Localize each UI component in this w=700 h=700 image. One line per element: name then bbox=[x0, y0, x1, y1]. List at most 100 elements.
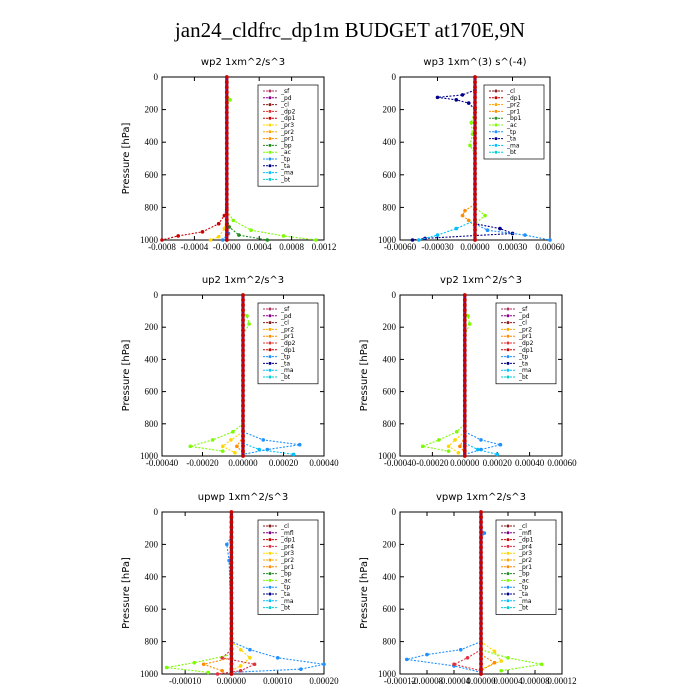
legend-label: _dp1 bbox=[518, 347, 534, 354]
legend-marker bbox=[268, 544, 272, 548]
legend-marker bbox=[506, 531, 510, 535]
x-tick-label: 0.00060 bbox=[535, 242, 565, 252]
zero-profile-marker bbox=[462, 454, 467, 458]
zero-profile-marker bbox=[479, 646, 483, 651]
series-point bbox=[463, 208, 467, 213]
legend-marker bbox=[506, 592, 510, 596]
x-tick-label: -0.00040 bbox=[146, 458, 179, 468]
legend-label: _bt bbox=[280, 605, 291, 612]
legend-label: _pr3 bbox=[518, 550, 532, 557]
zero-profile-marker bbox=[224, 156, 229, 161]
series-point bbox=[275, 656, 280, 660]
legend-marker bbox=[268, 361, 272, 365]
y-tick-label: 0 bbox=[392, 290, 397, 300]
series-line bbox=[480, 654, 496, 672]
zero-profile-marker bbox=[462, 413, 467, 418]
zero-profile-marker bbox=[479, 661, 483, 666]
x-tick-label: -0.00020 bbox=[416, 458, 449, 468]
series-line bbox=[461, 203, 476, 228]
zero-profile-marker bbox=[473, 227, 477, 232]
zero-profile-marker bbox=[462, 358, 467, 363]
legend-label: _pr3 bbox=[280, 122, 294, 129]
legend-marker bbox=[268, 96, 272, 100]
series-point bbox=[238, 647, 243, 652]
zero-profile-marker bbox=[229, 646, 234, 651]
legend-marker bbox=[268, 123, 272, 127]
legend-label: _bt bbox=[518, 605, 529, 612]
x-tick-label: 0.00000 bbox=[460, 242, 490, 252]
legend-marker bbox=[506, 361, 510, 365]
legend-label: _bp bbox=[280, 142, 292, 149]
zero-profile-marker bbox=[479, 636, 483, 641]
zero-profile-marker bbox=[229, 641, 234, 646]
zero-profile-marker bbox=[241, 423, 245, 428]
legend-label: _pd bbox=[280, 95, 292, 102]
series-point bbox=[188, 444, 193, 449]
legend-label: _bt bbox=[506, 149, 517, 156]
series-point bbox=[492, 649, 497, 654]
zero-profile-marker bbox=[479, 641, 483, 646]
series-line bbox=[420, 310, 471, 452]
series-point bbox=[220, 668, 224, 673]
zero-profile-marker bbox=[224, 233, 229, 237]
legend-marker bbox=[268, 524, 272, 528]
zero-profile-marker bbox=[229, 591, 234, 595]
legend-label: _dp2 bbox=[280, 108, 296, 115]
zero-profile-marker bbox=[224, 202, 229, 207]
series-point bbox=[208, 238, 213, 242]
series-point bbox=[482, 531, 487, 535]
series-point bbox=[245, 314, 249, 318]
y-tick-label: 800 bbox=[383, 202, 397, 212]
zero-profile-marker bbox=[229, 626, 234, 631]
legend-label: _pd bbox=[518, 313, 530, 320]
legend-label: _dp1 bbox=[280, 347, 296, 354]
zero-profile-marker bbox=[224, 136, 229, 141]
legend-label: _pr2 bbox=[280, 129, 294, 136]
series-point bbox=[485, 228, 490, 233]
x-tick-label: 0.00020 bbox=[269, 458, 299, 468]
legend-label: _pr4 bbox=[280, 543, 294, 550]
zero-profile-marker bbox=[462, 378, 467, 383]
legend-label: _pr1 bbox=[518, 333, 532, 340]
zero-profile-marker bbox=[462, 338, 467, 343]
zero-profile-marker bbox=[473, 115, 477, 120]
series-line bbox=[226, 215, 268, 241]
zero-profile-marker bbox=[473, 233, 477, 237]
legend-marker bbox=[268, 321, 272, 325]
legend-label: _pr4 bbox=[518, 543, 532, 550]
legend-marker bbox=[494, 123, 498, 127]
panel-title: vpwp 1xm^2/s^3 bbox=[436, 492, 526, 503]
zero-profile-marker bbox=[229, 520, 234, 525]
legend-label: _sf bbox=[280, 306, 290, 313]
zero-profile-marker bbox=[229, 510, 234, 514]
series-point bbox=[425, 652, 429, 657]
y-tick-label: 800 bbox=[145, 637, 159, 647]
legend-label: _dp1 bbox=[280, 115, 296, 122]
zero-profile-marker bbox=[241, 353, 245, 358]
zero-profile-marker bbox=[229, 586, 234, 590]
zero-profile-marker bbox=[473, 146, 477, 151]
y-tick-label: 400 bbox=[145, 137, 159, 147]
x-tick-label: -0.00020 bbox=[186, 458, 219, 468]
legend-label: _ta bbox=[280, 360, 290, 367]
zero-profile-marker bbox=[462, 308, 467, 312]
series-point bbox=[458, 647, 463, 652]
legend-label: _tp bbox=[280, 354, 290, 361]
series-line bbox=[474, 223, 551, 241]
series-point bbox=[523, 233, 527, 237]
zero-profile-marker bbox=[479, 545, 483, 550]
zero-profile-marker bbox=[462, 388, 467, 393]
zero-profile-marker bbox=[241, 444, 245, 448]
zero-profile-marker bbox=[224, 171, 229, 176]
zero-profile-marker bbox=[473, 212, 477, 217]
zero-profile-marker bbox=[224, 75, 229, 79]
y-tick-label: 1000 bbox=[378, 451, 397, 461]
zero-profile-marker bbox=[224, 217, 229, 222]
legend-marker bbox=[506, 538, 510, 542]
series-point bbox=[192, 660, 197, 665]
zero-profile-marker bbox=[479, 555, 483, 560]
zero-profile-marker bbox=[462, 353, 467, 358]
y-tick-label: 1000 bbox=[140, 669, 159, 679]
series-point bbox=[483, 213, 487, 218]
